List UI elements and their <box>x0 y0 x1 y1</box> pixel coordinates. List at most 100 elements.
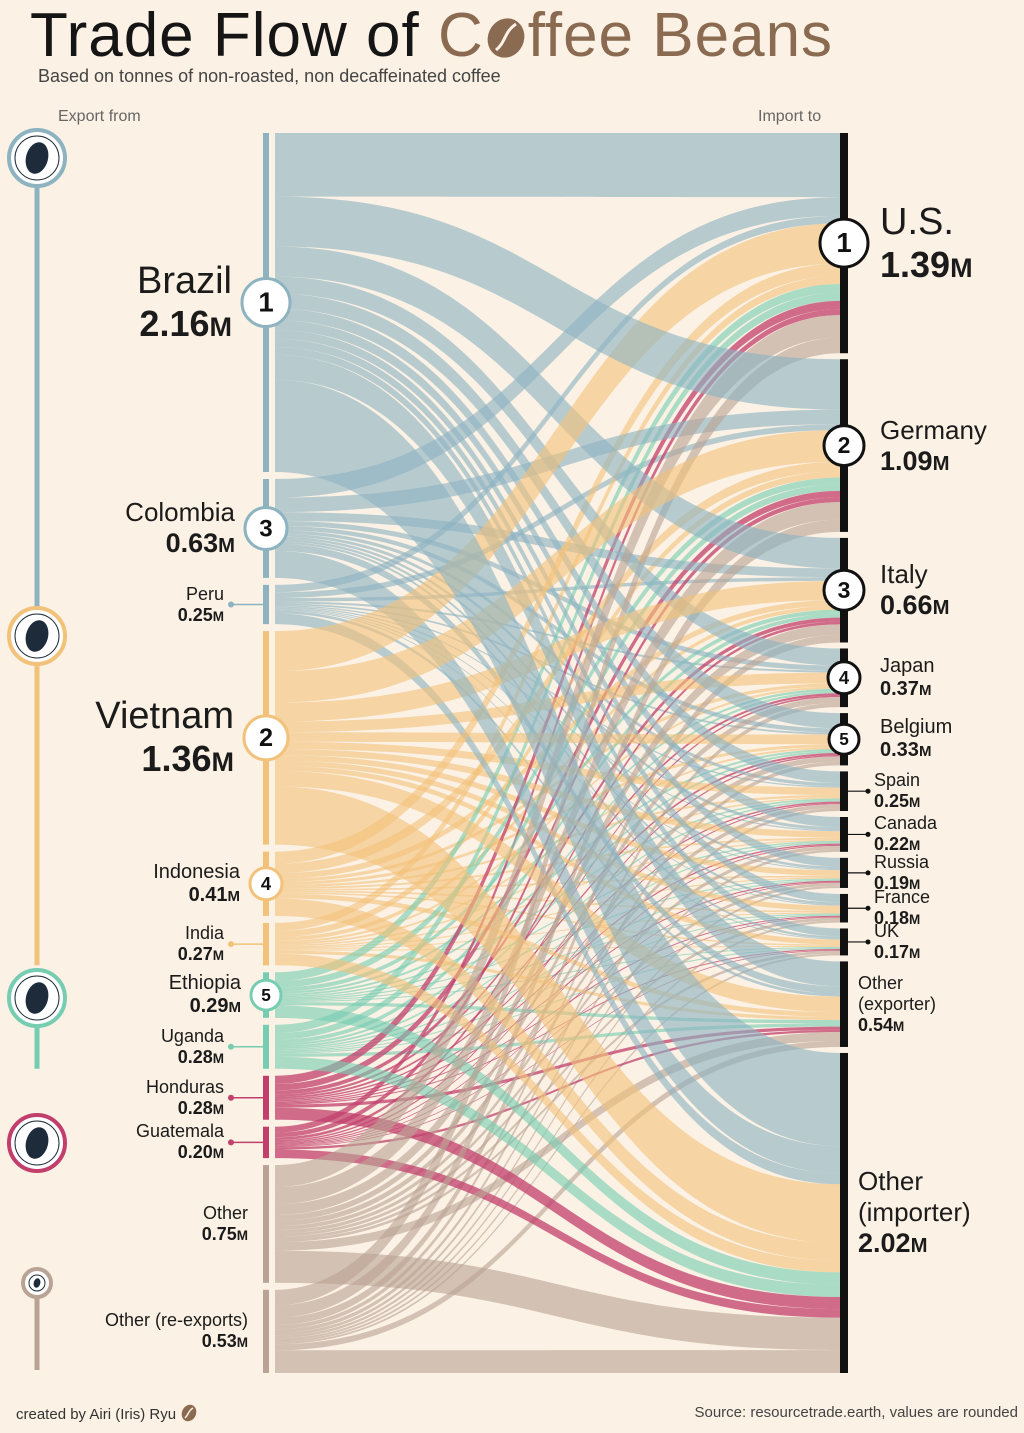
flow-vietnam-to-germany <box>275 430 840 703</box>
exporter-bar-guatemala <box>263 1126 269 1159</box>
importer-label-russia-name: Russia <box>874 851 930 872</box>
exporter-rank-2-badge: 2 <box>242 714 290 762</box>
svg-text:5: 5 <box>839 729 849 749</box>
exporter-bar-india <box>263 922 269 966</box>
exporter-label-honduras: Honduras 0.28M <box>146 1077 224 1119</box>
importer-rank-5-badge: 5 <box>827 722 861 756</box>
exporter-label-indonesia-name: Indonesia <box>153 860 240 883</box>
exporter-bar-peru <box>263 584 269 625</box>
importer-label-belgium: Belgium 0.33M <box>880 716 952 762</box>
importer-label-germany: Germany 1.09M <box>880 415 987 477</box>
exporter-label-vietnam-value: 1.36M <box>141 738 234 780</box>
exporter-label-other-re-exports-name: Other (re-exports) <box>104 1310 248 1331</box>
flow-brazil-to-spain <box>275 308 840 783</box>
importer-label-other-importer-name: Other (importer) <box>858 1166 971 1228</box>
importer-rank-4-badge: 4 <box>826 660 862 696</box>
flow-brazil-to-other-importer <box>275 379 840 1147</box>
importer-label-russia-value: 0.19M <box>874 872 921 893</box>
importer-rank-3-badge: 3 <box>822 568 866 612</box>
flow-uganda-to-canada <box>275 842 840 1051</box>
exporter-label-indonesia: Indonesia 0.41M <box>153 861 240 907</box>
chart-subtitle: Based on tonnes of non-roasted, non deca… <box>38 66 501 86</box>
importer-bar-france <box>840 893 848 923</box>
exporter-label-other-re-exports-value: 0.53M <box>201 1331 248 1352</box>
importer-label-france: France 0.18M <box>874 887 930 929</box>
exporter-label-ethiopia-value: 0.29M <box>189 995 241 1018</box>
importer-label-japan: Japan 0.37M <box>880 655 935 701</box>
svg-text:4: 4 <box>839 667 850 688</box>
svg-text:1: 1 <box>258 287 273 318</box>
import-header: Import to <box>758 108 822 125</box>
svg-text:2: 2 <box>838 432 851 458</box>
credit-label: created by Airi (Iris) Ryu <box>16 1406 177 1423</box>
exporter-bar-other <box>263 1165 269 1283</box>
flow-indonesia-to-other-importer <box>275 898 840 1261</box>
importer-label-other-importer-value: 2.02M <box>858 1228 928 1259</box>
exporter-label-india-value: 0.27M <box>177 944 224 965</box>
flow-other-re-exports-to-belgium <box>275 761 840 1333</box>
flow-ethiopia-to-u-s <box>275 283 840 981</box>
title-part-2: C <box>437 1 484 70</box>
exporter-label-colombia: Colombia 0.63M <box>125 497 235 559</box>
flow-guatemala-to-spain <box>275 803 840 1145</box>
europe-globe-icon <box>21 1267 53 1299</box>
exporter-label-honduras-value: 0.28M <box>177 1097 224 1118</box>
flow-other-re-exports-to-other-importer <box>275 1350 840 1373</box>
flow-vietnam-to-u-s <box>275 223 840 672</box>
flow-uganda-to-russia <box>275 879 840 1052</box>
importer-label-spain-value: 0.25M <box>874 791 921 812</box>
flow-brazil-to-germany <box>275 196 840 410</box>
exporter-label-guatemala-value: 0.20M <box>177 1142 224 1163</box>
flow-other-to-other-importer <box>275 1250 840 1351</box>
flow-honduras-to-spain <box>275 801 840 1101</box>
exporter-label-brazil: Brazil 2.16M <box>137 260 232 345</box>
importer-label-italy-name: Italy <box>880 559 928 590</box>
importer-bar-other-importer <box>840 1052 848 1373</box>
exporter-label-honduras-name: Honduras <box>145 1076 224 1097</box>
importer-label-u-s: U.S. 1.39M <box>880 201 973 286</box>
flow-ethiopia-to-russia <box>275 878 840 1000</box>
title-part-3: ffee Beans <box>527 1 834 70</box>
flow-other-re-exports-to-france <box>275 920 840 1343</box>
flow-honduras-to-other-exporter <box>275 1026 840 1108</box>
exporter-label-colombia-value: 0.63M <box>165 528 235 559</box>
importer-label-germany-value: 1.09M <box>880 445 950 476</box>
flow-india-to-france <box>275 912 840 950</box>
importer-bar-other-exporter <box>840 961 848 1047</box>
svg-text:2: 2 <box>259 724 273 752</box>
flow-brazil-to-italy <box>275 246 840 569</box>
flow-other-to-uk <box>275 950 840 1243</box>
flow-other-re-exports-to-u-s <box>275 337 840 1306</box>
flow-india-to-u-s <box>275 275 840 931</box>
flow-brazil-to-u-s <box>275 133 840 198</box>
exporter-label-india-name: India <box>184 923 224 944</box>
exporter-bar-other-re-exports <box>263 1289 269 1373</box>
flow-other-to-russia <box>275 882 840 1237</box>
importer-label-uk-value: 0.17M <box>874 941 921 962</box>
exporter-label-colombia-name: Colombia <box>125 497 235 528</box>
importer-label-u-s-value: 1.39M <box>880 243 973 285</box>
importer-label-other-exporter-value: 0.54M <box>858 1014 905 1035</box>
flow-indonesia-to-russia <box>275 875 840 891</box>
exporter-label-ethiopia: Ethiopia 0.29M <box>169 972 241 1018</box>
source-note: Source: resourcetrade.earth, values are … <box>694 1404 1018 1421</box>
importer-label-belgium-value: 0.33M <box>880 739 932 762</box>
flow-vietnam-to-france <box>275 760 840 911</box>
exporter-rank-4-badge: 4 <box>248 866 284 902</box>
flow-vietnam-to-japan <box>275 672 840 733</box>
flow-uganda-to-other-importer <box>275 1056 840 1297</box>
flow-india-to-other-importer <box>275 953 840 1273</box>
credit-text: created by Airi (Iris) Ryu <box>16 1404 198 1423</box>
exporter-label-other-re-exports: Other (re-exports) 0.53M <box>105 1310 248 1352</box>
exporter-label-other: Other 0.75M <box>202 1203 248 1245</box>
flow-colombia-to-other-importer <box>275 550 840 1174</box>
exporter-bar-honduras <box>263 1075 269 1120</box>
importer-bar-uk <box>840 928 848 956</box>
exporter-label-other-value: 0.75M <box>201 1223 248 1244</box>
importer-label-uk: UK 0.17M <box>874 921 920 963</box>
importer-label-belgium-name: Belgium <box>880 716 953 739</box>
flow-brazil-to-japan <box>275 276 840 666</box>
exporter-label-ethiopia-name: Ethiopia <box>168 972 241 995</box>
region-icons <box>7 128 67 1370</box>
flow-vietnam-to-other-exporter <box>275 770 840 1013</box>
